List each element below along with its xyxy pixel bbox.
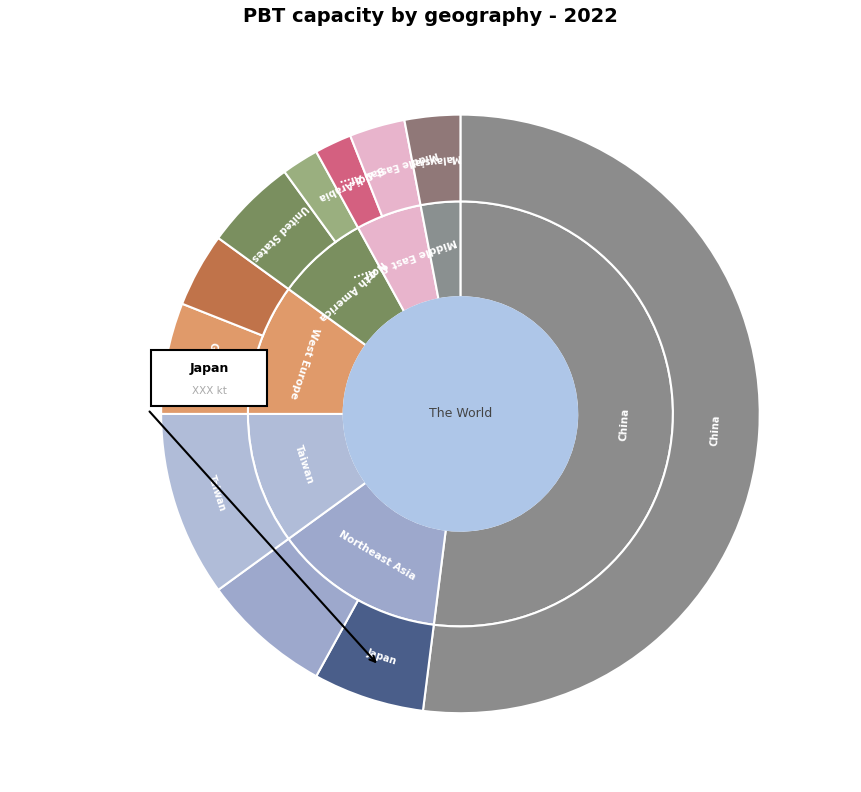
Text: West Europe: West Europe <box>288 326 320 400</box>
Text: China: China <box>709 414 722 446</box>
Text: Taiwan: Taiwan <box>207 474 227 512</box>
Wedge shape <box>434 201 673 626</box>
Text: Northeast Asia: Northeast Asia <box>337 529 417 582</box>
Wedge shape <box>219 539 358 676</box>
Wedge shape <box>316 600 434 711</box>
Wedge shape <box>248 289 366 414</box>
FancyBboxPatch shape <box>151 349 268 406</box>
Circle shape <box>344 297 577 531</box>
Wedge shape <box>421 201 461 299</box>
Wedge shape <box>183 238 288 336</box>
Text: United States: United States <box>250 203 310 263</box>
Wedge shape <box>288 227 404 345</box>
Wedge shape <box>350 120 421 216</box>
Wedge shape <box>284 151 358 242</box>
Wedge shape <box>161 414 288 590</box>
Wedge shape <box>316 135 382 227</box>
Title: PBT capacity by geography - 2022: PBT capacity by geography - 2022 <box>243 7 618 26</box>
Wedge shape <box>219 172 336 289</box>
Text: Malaysia: Malaysia <box>412 152 461 166</box>
Wedge shape <box>161 304 263 414</box>
Text: Middle East & Af...: Middle East & Af... <box>351 236 458 282</box>
Wedge shape <box>358 205 438 311</box>
Text: China: China <box>619 407 631 441</box>
Text: Germany: Germany <box>200 341 219 391</box>
Text: Taiwan: Taiwan <box>293 444 315 485</box>
Wedge shape <box>248 414 366 539</box>
Text: Saudi Arabia: Saudi Arabia <box>318 163 386 202</box>
Text: Middle East & Af...: Middle East & Af... <box>338 149 439 187</box>
Text: North America: North America <box>316 258 387 322</box>
Text: Japan: Japan <box>189 362 229 375</box>
Wedge shape <box>288 482 446 625</box>
Text: Japan: Japan <box>365 648 398 667</box>
Text: XXX kt: XXX kt <box>192 386 226 396</box>
Text: The World: The World <box>429 407 492 421</box>
Wedge shape <box>423 115 759 714</box>
Wedge shape <box>405 115 461 205</box>
